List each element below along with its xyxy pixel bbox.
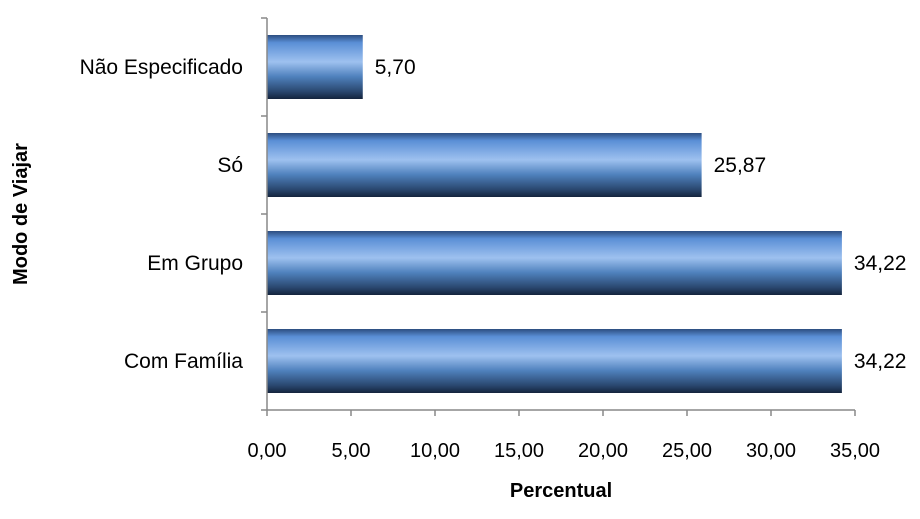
category-label: Não Especificado — [80, 56, 243, 79]
x-axis-title: Percentual — [510, 480, 612, 502]
bar — [267, 133, 702, 197]
x-tick-label: 20,00 — [578, 440, 628, 462]
ticks-group — [261, 17, 856, 416]
x-tick-label: 10,00 — [410, 440, 460, 462]
bar — [267, 329, 842, 393]
category-label: Em Grupo — [147, 252, 243, 275]
x-tick-label: 5,00 — [332, 440, 371, 462]
data-label: 5,70 — [375, 56, 416, 79]
bars-group — [267, 35, 842, 393]
bar — [267, 231, 842, 295]
data-label: 34,22 — [854, 252, 907, 275]
x-tick-label: 15,00 — [494, 440, 544, 462]
x-tick-label: 30,00 — [746, 440, 796, 462]
labels-group: Não Especificado 5,70 Só 25,87 Em Grupo 34,22… — [80, 56, 907, 462]
y-axis-title: Modo de Viajar — [10, 143, 32, 285]
category-label: Só — [217, 154, 243, 177]
x-tick-label: 35,00 — [830, 440, 880, 462]
category-label: Com Família — [124, 350, 243, 373]
data-label: 34,22 — [854, 350, 907, 373]
x-tick-label: 0,00 — [248, 440, 287, 462]
data-label: 25,87 — [714, 154, 767, 177]
x-tick-label: 25,00 — [662, 440, 712, 462]
bar — [267, 35, 363, 99]
